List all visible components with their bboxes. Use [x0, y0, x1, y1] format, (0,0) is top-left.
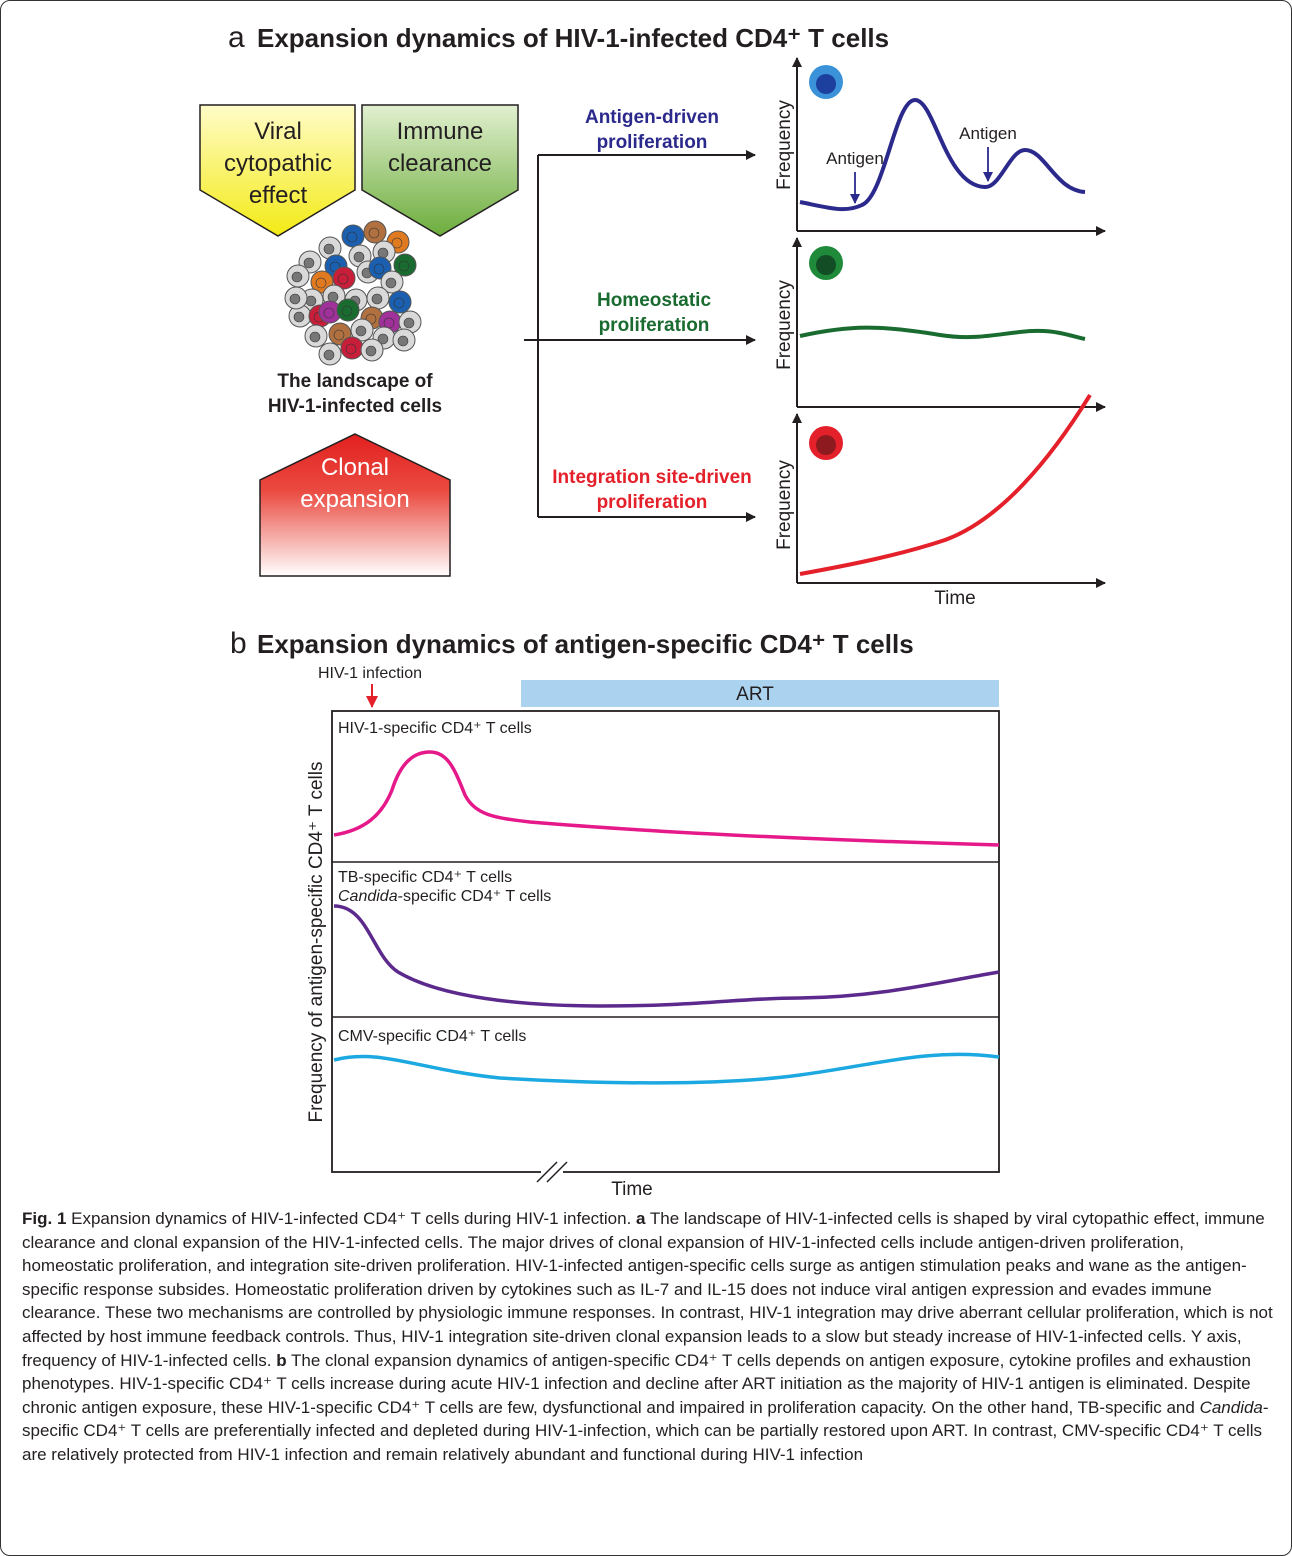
subset-label-part: Candida [338, 888, 398, 905]
cell-icon [816, 74, 836, 94]
plot-frame [332, 711, 999, 1172]
cell-nucleus [324, 308, 334, 318]
curve [334, 1054, 999, 1083]
cell-nucleus [384, 318, 394, 328]
caption-italic: Candida [1200, 1398, 1263, 1417]
cell-nucleus [304, 258, 314, 268]
caption-text: Expansion dynamics of HIV-1-infected CD4… [66, 1209, 636, 1228]
subset-label: Candida-specific CD4⁺ T cells [338, 888, 551, 905]
cell-nucleus [342, 306, 352, 316]
pathway-label: Antigen-driven [585, 107, 719, 128]
cell-nucleus [354, 252, 364, 262]
subset-label-part: -specific CD4⁺ T cells [398, 888, 552, 905]
graph: Frequency [774, 238, 1105, 407]
curve [800, 395, 1090, 574]
cell-nucleus [292, 272, 302, 282]
cell-nucleus [399, 261, 409, 271]
box-label: Clonal [321, 454, 389, 481]
cell-nucleus [328, 292, 338, 302]
therapy-label: ART [736, 684, 774, 705]
figure: a Expansion dynamics of HIV-1-infected C… [0, 0, 1292, 1200]
pathway-label: proliferation [597, 492, 708, 513]
box-label: effect [249, 182, 308, 209]
box-label: Viral [254, 118, 302, 145]
page: a Expansion dynamics of HIV-1-infected C… [0, 0, 1292, 1556]
cell-nucleus [334, 330, 344, 340]
cell-nucleus [338, 274, 348, 284]
graph: Frequency Time [774, 395, 1105, 609]
cell-nucleus [324, 244, 334, 254]
cell-nucleus [347, 232, 357, 242]
caption-text: The landscape of HIV-1-infected cells is… [22, 1209, 1273, 1370]
axis-label: Time [934, 588, 976, 609]
subset-label: HIV-1-specific CD4⁺ T cells [338, 720, 532, 737]
cell-nucleus [356, 326, 366, 336]
pathway-label: Homeostatic [597, 290, 711, 311]
cell-nucleus [369, 228, 379, 238]
axis-label: Frequency [774, 280, 795, 370]
curve [800, 328, 1085, 339]
cell-nucleus [372, 294, 382, 304]
axis-label: Time [611, 1179, 653, 1200]
cell-nucleus [386, 278, 396, 288]
cell-cluster [285, 221, 421, 365]
pathway-label: proliferation [599, 315, 710, 336]
cell-nucleus [404, 318, 414, 328]
cell-nucleus [294, 312, 304, 322]
cell-nucleus [310, 332, 320, 342]
cell-nucleus [324, 350, 334, 360]
annotation: Antigen [826, 149, 884, 168]
pathway-label: proliferation [597, 132, 708, 153]
cell-nucleus [398, 336, 408, 346]
panel-letter: a [228, 21, 245, 54]
box-label: Immune [397, 118, 484, 145]
caption-panel-letter: b [276, 1351, 286, 1370]
graph: Frequency Antigen Antigen [774, 58, 1105, 231]
event-label: HIV-1 infection [318, 665, 422, 682]
curve [334, 906, 999, 1006]
landscape-label: The landscape of [277, 371, 433, 392]
caption-panel-letter: a [636, 1209, 645, 1228]
cell-nucleus [316, 278, 326, 288]
box-label: clearance [388, 150, 492, 177]
subset-label: TB-specific CD4⁺ T cells [338, 869, 512, 886]
axis-label: Frequency [774, 100, 795, 190]
box-label: expansion [300, 486, 409, 513]
axis-break [541, 1162, 563, 1182]
pathway-label: Integration site-driven [552, 467, 752, 488]
axis-label: Frequency [774, 460, 795, 550]
landscape-label: HIV-1-infected cells [268, 396, 442, 417]
figure-caption: Fig. 1 Expansion dynamics of HIV-1-infec… [22, 1207, 1274, 1467]
cell-nucleus [306, 296, 316, 306]
cell-nucleus [378, 248, 388, 258]
panel-letter: b [230, 627, 247, 660]
cell-nucleus [394, 298, 404, 308]
cell-nucleus [366, 346, 376, 356]
annotation: Antigen [959, 124, 1017, 143]
box-label: cytopathic [224, 150, 332, 177]
panel-title: Expansion dynamics of HIV-1-infected CD4… [257, 23, 889, 53]
panel-title: Expansion dynamics of antigen-specific C… [257, 629, 914, 659]
cell-nucleus [290, 294, 300, 304]
cell-nucleus [374, 264, 384, 274]
axis-label: Frequency of antigen-specific CD4⁺ T cel… [306, 762, 327, 1123]
cell-icon [816, 435, 836, 455]
cell-icon [816, 255, 836, 275]
caption-label: Fig. 1 [22, 1209, 66, 1228]
cell-nucleus [346, 344, 356, 354]
subset-label: CMV-specific CD4⁺ T cells [338, 1028, 526, 1045]
curve [334, 752, 999, 845]
